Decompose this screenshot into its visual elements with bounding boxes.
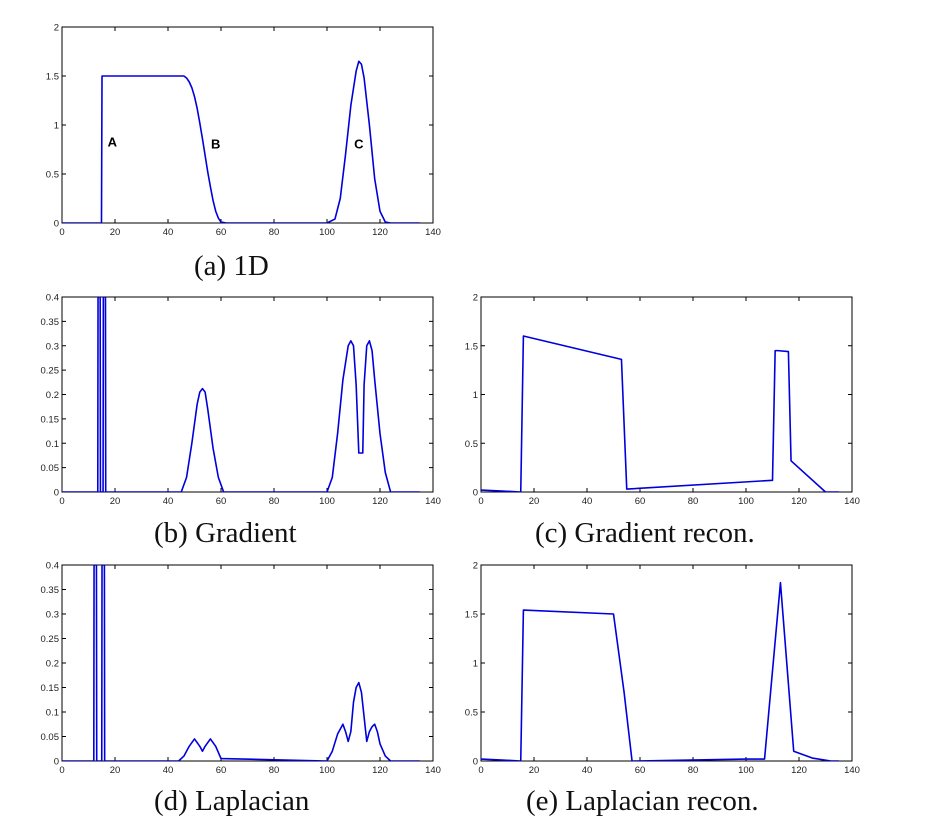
y-tick-label: 0.25 [41,366,60,377]
y-tick-label: 0.35 [41,585,60,596]
y-tick-label: 0.15 [41,683,60,694]
y-tick-label: 0 [473,488,478,499]
x-tick-label: 120 [791,496,807,507]
y-tick-label: 0.2 [46,390,59,401]
x-tick-label: 100 [738,496,754,507]
x-tick-label: 100 [319,496,335,507]
x-tick-label: 120 [372,227,388,238]
y-tick-label: 0.05 [41,732,60,743]
x-tick-label: 20 [110,765,121,776]
x-tick-label: 20 [529,496,540,507]
caption-c: (c) Gradient recon. [535,517,755,549]
x-tick-label: 60 [216,765,227,776]
y-tick-label: 2 [473,293,478,304]
y-tick-label: 0.3 [46,610,59,621]
y-tick-label: 0.05 [41,463,60,474]
caption-a: (a) 1D [194,250,269,282]
x-tick-label: 120 [372,496,388,507]
y-tick-label: 0.5 [465,439,478,450]
series-line [62,60,420,223]
x-tick-label: 140 [844,496,860,507]
y-tick-label: 0.5 [465,708,478,719]
x-tick-label: 0 [478,496,483,507]
x-tick-label: 120 [791,765,807,776]
series-line [481,581,839,761]
caption-d: (d) Laplacian [154,785,310,817]
panel-c-chart: 0 20 40 60 80 100 120 140 0 0.5 1 1.5 2 [465,293,860,508]
caption-b: (b) Gradient [154,517,297,549]
x-tick-label: 80 [688,496,699,507]
y-tick-label: 0.4 [46,561,59,572]
x-tick-label: 80 [269,496,280,507]
panel-a-chart: 0 20 40 60 80 100 120 140 0 0.5 1 1.5 2 A B C [46,23,441,239]
x-tick-label: 40 [163,765,174,776]
x-tick-label: 100 [319,227,335,238]
x-tick-label: 40 [163,496,174,507]
x-tick-label: 80 [688,765,699,776]
annotation-label: B [211,137,220,152]
annotation-label: C [354,137,364,152]
y-tick-label: 0.1 [46,708,59,719]
y-tick-label: 0 [54,757,59,768]
x-tick-label: 60 [635,496,646,507]
x-tick-label: 60 [635,765,646,776]
y-tick-label: 0 [54,219,59,230]
y-tick-label: 0.4 [46,293,59,304]
x-tick-label: 140 [844,765,860,776]
x-tick-label: 0 [59,765,64,776]
x-tick-label: 0 [59,496,64,507]
y-tick-label: 0 [54,488,59,499]
x-tick-label: 80 [269,765,280,776]
annotation-label: A [108,135,118,150]
panel-b-chart: 0 20 40 60 80 100 120 140 0 0.05 0.1 0.15 0.2 0.25 0.3… [41,293,441,508]
series-line [481,335,839,492]
x-tick-label: 40 [163,227,174,238]
x-tick-label: 20 [110,227,121,238]
x-tick-label: 140 [425,496,441,507]
y-tick-label: 0.2 [46,659,59,670]
x-tick-label: 40 [582,765,593,776]
x-tick-label: 40 [582,496,593,507]
y-tick-label: 2 [54,23,59,34]
x-tick-label: 80 [269,227,280,238]
y-tick-label: 1.5 [46,72,59,83]
plot-frame [61,26,434,224]
x-tick-label: 60 [216,496,227,507]
y-tick-label: 1 [473,390,478,401]
series-line [62,565,420,761]
panel-d-chart: 0 20 40 60 80 100 120 140 0 0.05 0.1 0.15 0.2 0.25 0.3… [41,561,441,777]
x-tick-label: 100 [319,765,335,776]
y-tick-label: 1.5 [465,610,478,621]
y-tick-label: 0.15 [41,414,60,425]
x-tick-label: 20 [110,496,121,507]
y-tick-label: 1.5 [465,341,478,352]
y-tick-label: 0 [473,757,478,768]
x-tick-label: 120 [372,765,388,776]
y-tick-label: 0.1 [46,439,59,450]
plot-frame [480,564,853,762]
x-tick-label: 20 [529,765,540,776]
series-line [62,297,420,492]
y-tick-label: 0.25 [41,634,60,645]
x-tick-label: 140 [425,227,441,238]
y-tick-label: 1 [473,659,478,670]
y-tick-label: 1 [54,121,59,132]
y-tick-label: 2 [473,561,478,572]
y-tick-label: 0.3 [46,341,59,352]
y-tick-label: 0.35 [41,317,60,328]
x-tick-label: 100 [738,765,754,776]
caption-e: (e) Laplacian recon. [526,785,759,817]
x-tick-label: 60 [216,227,227,238]
x-tick-label: 140 [425,765,441,776]
x-tick-label: 0 [59,227,64,238]
y-tick-label: 0.5 [46,170,59,181]
plot-frame [480,296,853,493]
x-tick-label: 0 [478,765,483,776]
panel-e-chart: 0 20 40 60 80 100 120 140 0 0.5 1 1.5 2 [465,561,860,777]
plot-frame [61,296,434,493]
